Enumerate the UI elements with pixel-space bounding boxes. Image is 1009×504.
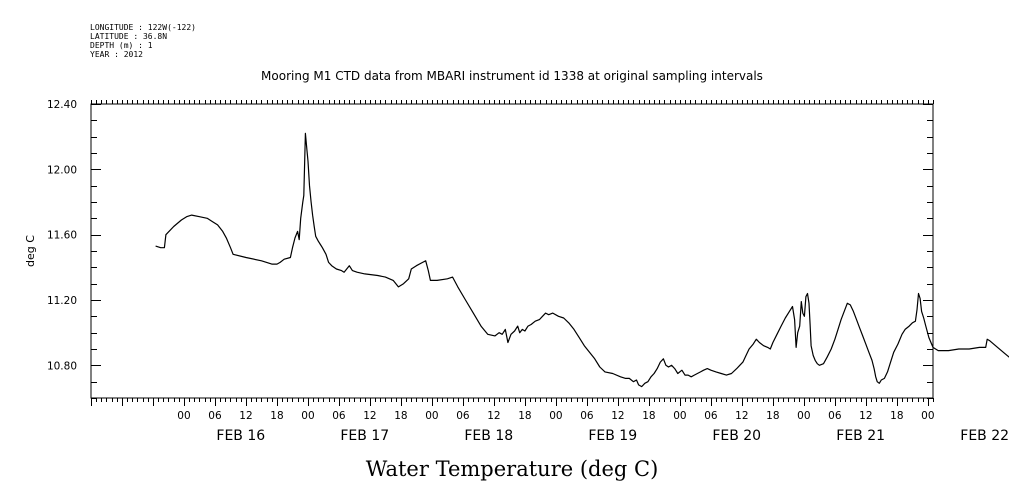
y-tick-label: 12.40 <box>47 99 77 111</box>
x-hour-label: 06 <box>208 410 222 422</box>
x-day-label: FEB 22 <box>960 428 1009 444</box>
x-hour-label: 06 <box>580 410 594 422</box>
x-day-label: FEB 18 <box>464 428 513 444</box>
x-hour-label: 18 <box>890 410 903 422</box>
x-hour-label: 06 <box>704 410 718 422</box>
x-day-label: FEB 20 <box>712 428 761 444</box>
chart-title: Mooring M1 CTD data from MBARI instrumen… <box>261 69 763 83</box>
tick-label-group: 10.80 11.20 11.60 12.00 12.40 00 06 12 18 00 06 12 1… <box>47 99 1009 444</box>
x-hour-label: 18 <box>642 410 655 422</box>
x-day-label: FEB 19 <box>588 428 637 444</box>
x-hour-label: 00 <box>673 410 686 422</box>
y-tick-label: 12.00 <box>47 164 77 176</box>
y-tick-label: 11.60 <box>47 230 77 242</box>
x-day-label: FEB 16 <box>216 428 265 444</box>
x-hour-label: 18 <box>270 410 283 422</box>
y-tick-label: 10.80 <box>47 360 77 372</box>
x-hour-label: 18 <box>518 410 531 422</box>
x-hour-label: 00 <box>177 410 190 422</box>
x-day-label: FEB 21 <box>836 428 885 444</box>
metadata-year: YEAR : 2012 <box>90 50 143 59</box>
x-hour-label: 12 <box>363 410 376 422</box>
y-tick-label: 11.20 <box>47 295 77 307</box>
x-hour-label: 12 <box>239 410 252 422</box>
x-axis-label: Water Temperature (deg C) <box>366 457 659 481</box>
x-hour-label: 18 <box>394 410 407 422</box>
x-hour-label: 12 <box>735 410 748 422</box>
x-hour-label: 06 <box>456 410 470 422</box>
x-hour-label: 12 <box>859 410 872 422</box>
data-series-group <box>155 132 1009 388</box>
y-axis-label: deg C <box>24 235 37 267</box>
metadata-longitude: LONGITUDE : 122W(-122) <box>90 23 196 32</box>
metadata-block: LONGITUDE : 122W(-122) LATITUDE : 36.8N … <box>90 23 196 59</box>
x-hour-label: 00 <box>301 410 314 422</box>
x-day-label: FEB 17 <box>340 428 389 444</box>
metadata-depth: DEPTH (m) : 1 <box>90 41 153 50</box>
x-hour-label: 00 <box>797 410 810 422</box>
x-hour-label: 00 <box>425 410 438 422</box>
series-line <box>155 132 1009 388</box>
metadata-latitude: LATITUDE : 36.8N <box>90 32 167 41</box>
x-hour-label: 00 <box>921 410 934 422</box>
x-hour-label: 18 <box>766 410 779 422</box>
x-hour-label: 00 <box>549 410 562 422</box>
x-hour-label: 12 <box>487 410 500 422</box>
axes-frame-group <box>90 100 934 406</box>
x-hour-label: 06 <box>332 410 346 422</box>
x-hour-label: 12 <box>611 410 624 422</box>
x-hour-label: 06 <box>828 410 842 422</box>
